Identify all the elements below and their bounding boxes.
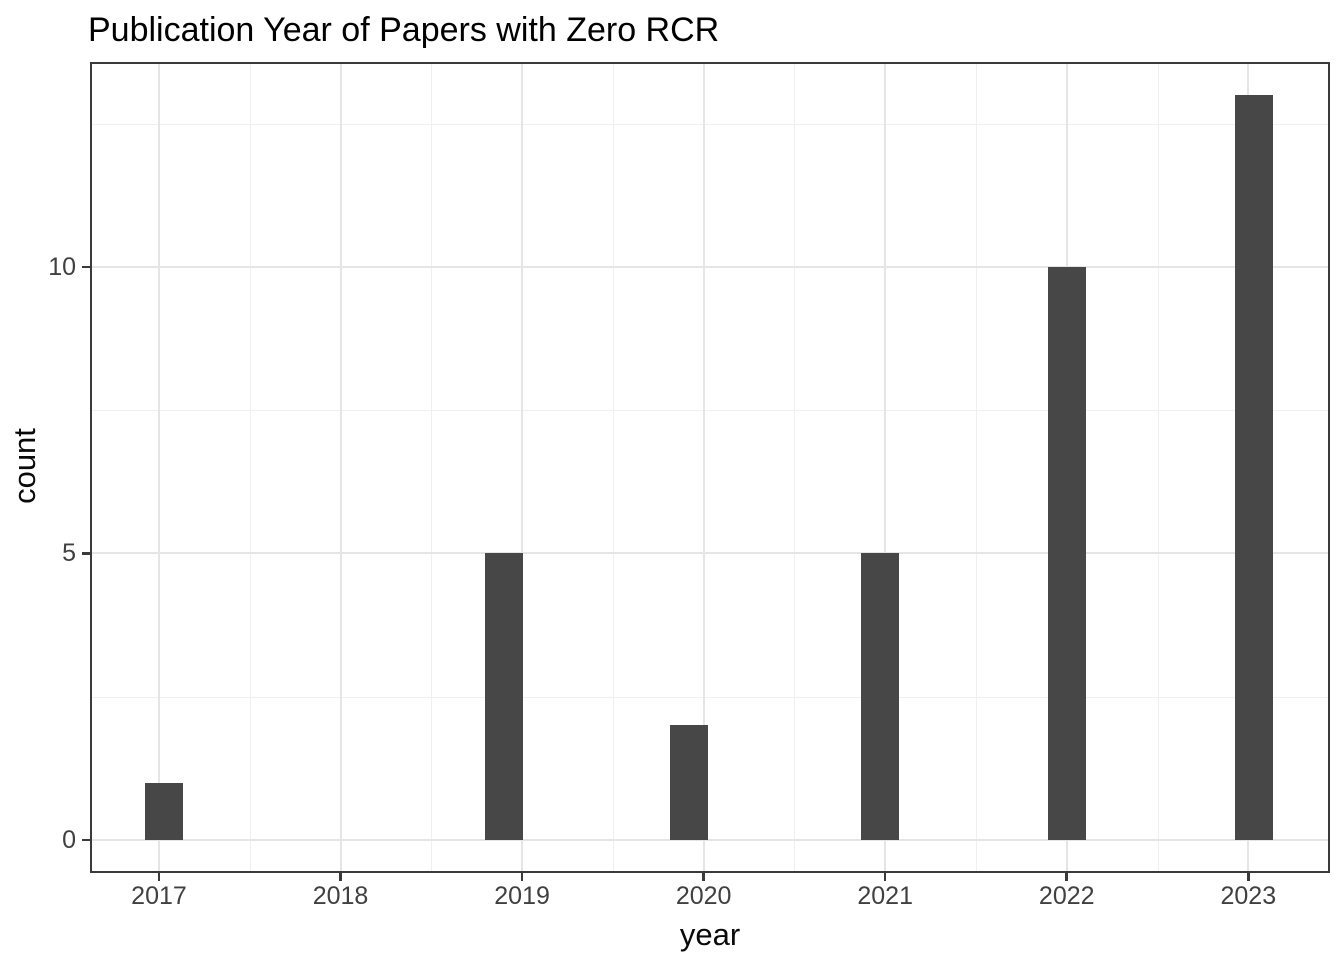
gridline-minor-horizontal xyxy=(92,123,1328,125)
x-tick-label: 2021 xyxy=(857,882,913,910)
gridline-major-horizontal xyxy=(92,266,1328,269)
y-tick-label: 0 xyxy=(62,825,76,854)
y-tick-label: 5 xyxy=(62,539,76,568)
x-tick-mark xyxy=(1065,873,1068,881)
gridline-minor-vertical xyxy=(612,64,614,871)
x-tick-mark xyxy=(520,873,524,881)
x-tick-mark xyxy=(883,873,887,881)
bar-2019 xyxy=(484,553,523,840)
bar-2022 xyxy=(1047,267,1086,840)
x-tick-label: 2018 xyxy=(312,882,369,910)
gridline-major-vertical xyxy=(884,64,887,871)
x-tick-mark xyxy=(1247,873,1250,881)
gridline-minor-vertical xyxy=(431,64,433,871)
x-tick-label: 2022 xyxy=(1038,882,1095,910)
x-tick-mark xyxy=(157,873,161,881)
gridline-major-vertical xyxy=(157,64,160,871)
x-axis-title: year xyxy=(679,917,741,952)
x-tick-label: 2020 xyxy=(675,882,732,910)
gridline-minor-vertical xyxy=(975,64,977,871)
x-tick-label: 2019 xyxy=(494,882,550,910)
y-tick-mark xyxy=(82,552,90,555)
gridline-major-vertical xyxy=(521,64,524,871)
gridline-major-horizontal xyxy=(92,838,1328,841)
gridline-minor-vertical xyxy=(249,64,251,871)
x-tick-mark xyxy=(339,873,342,881)
gridline-major-vertical xyxy=(339,64,342,871)
x-tick-label: 2017 xyxy=(131,882,187,910)
y-tick-mark xyxy=(82,838,90,842)
gridline-minor-horizontal xyxy=(92,410,1328,412)
gridline-minor-vertical xyxy=(1157,64,1159,871)
bar-2017 xyxy=(145,782,184,840)
y-tick-mark xyxy=(82,265,90,269)
x-tick-mark xyxy=(702,873,705,881)
y-axis-title: count xyxy=(7,428,42,504)
gridline-major-horizontal xyxy=(92,552,1328,555)
bar-2023 xyxy=(1234,95,1273,840)
y-tick-label: 10 xyxy=(48,253,76,282)
bar-2020 xyxy=(670,725,709,840)
x-tick-label: 2023 xyxy=(1220,882,1277,910)
bar-2021 xyxy=(860,553,899,840)
gridline-major-vertical xyxy=(702,64,705,871)
chart-title: Publication Year of Papers with Zero RCR xyxy=(88,11,720,49)
plot-panel xyxy=(90,62,1330,873)
gridline-minor-horizontal xyxy=(92,696,1328,698)
gridline-minor-vertical xyxy=(794,64,796,871)
